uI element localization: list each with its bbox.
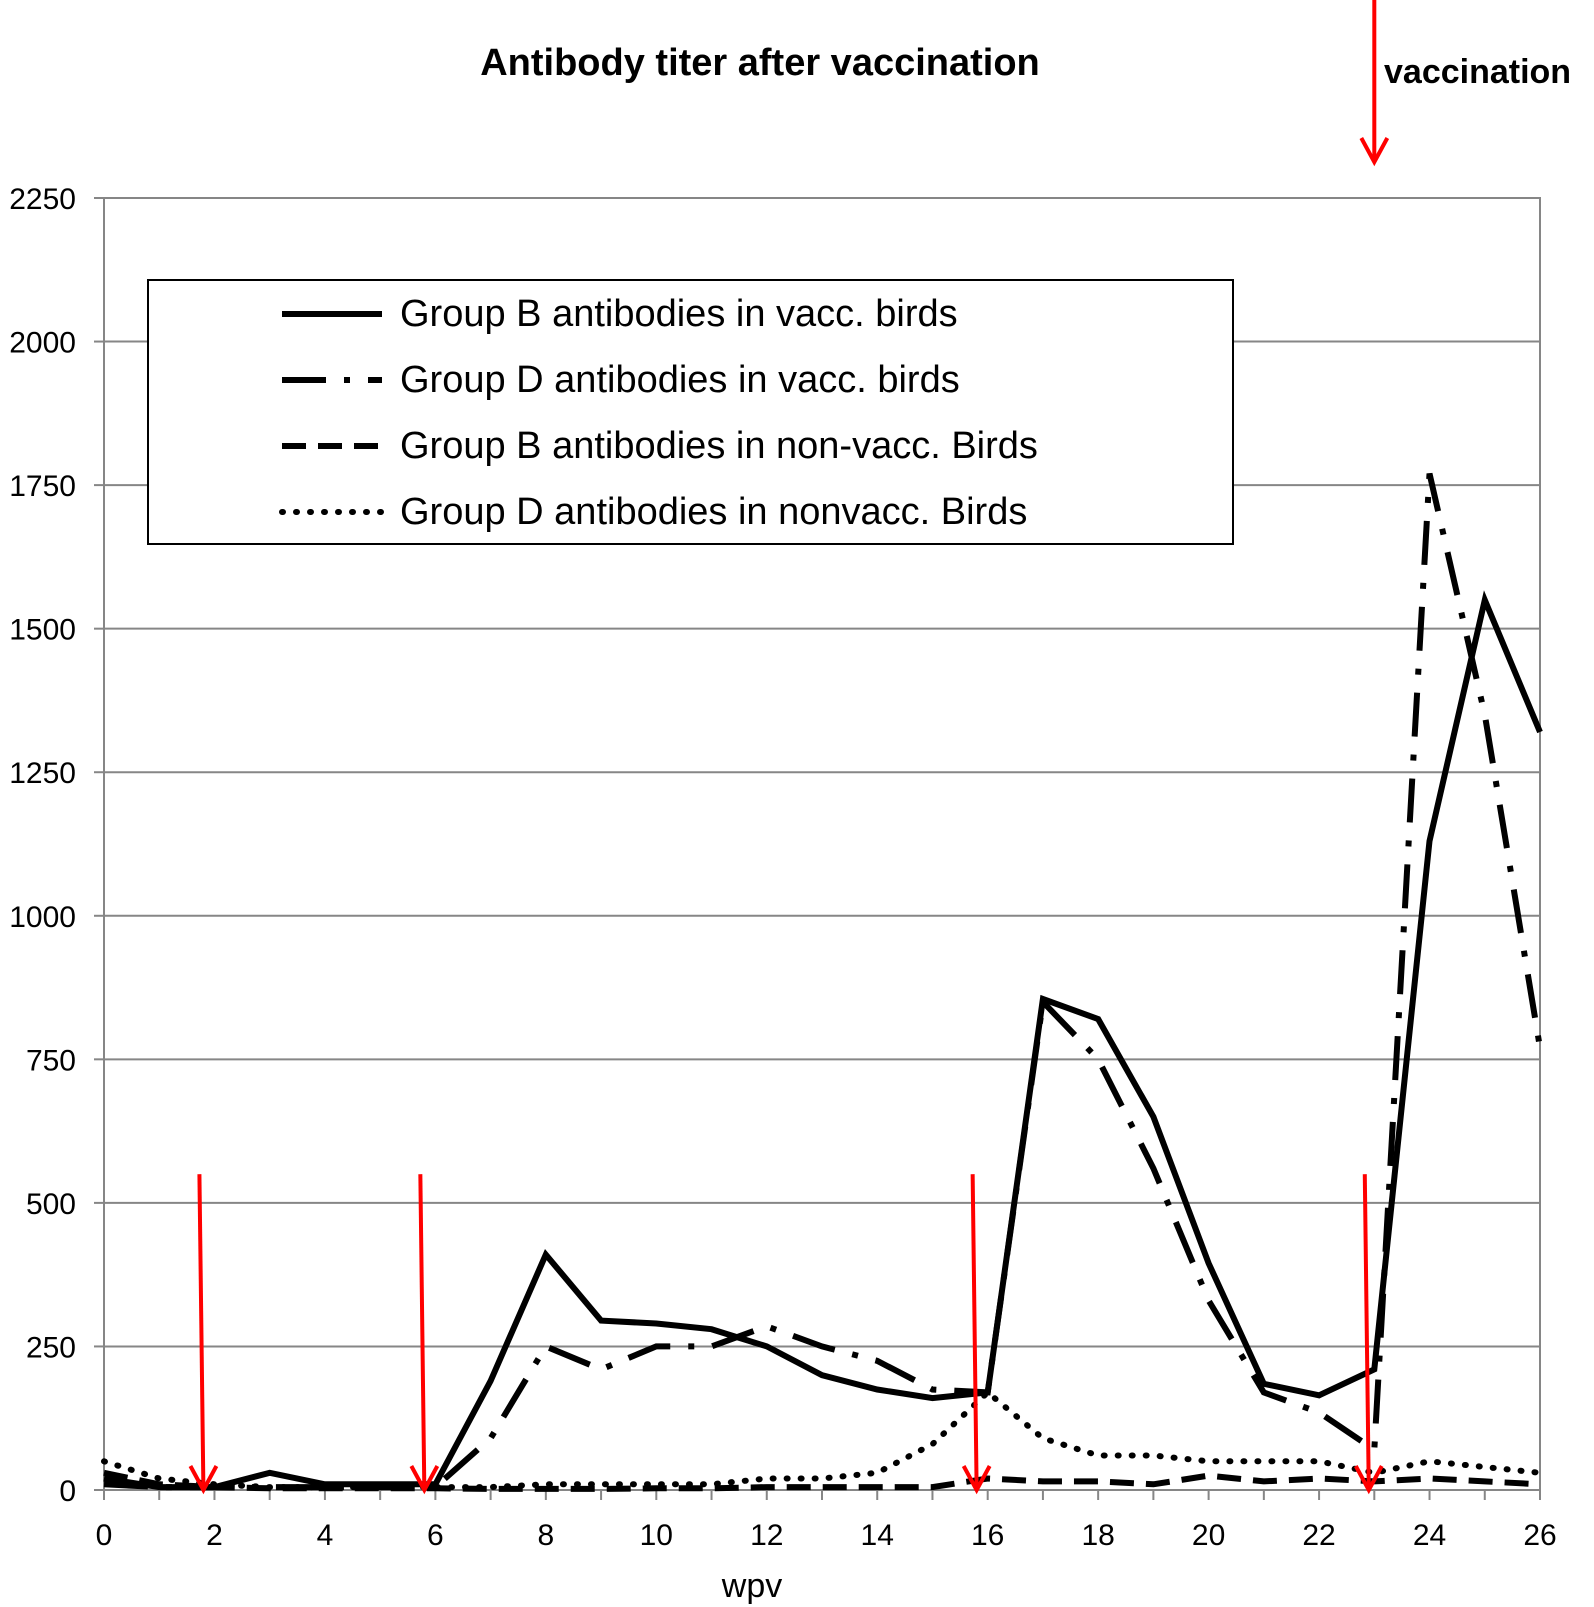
y-tick-label: 0 <box>59 1475 76 1508</box>
y-tick-label: 750 <box>26 1044 76 1077</box>
series-group-b-nonvacc <box>103 1469 1541 1492</box>
x-tick-label: 10 <box>640 1519 673 1552</box>
y-tick-label: 250 <box>26 1331 76 1364</box>
x-tick-label: 8 <box>538 1519 555 1552</box>
x-axis-label: wpv <box>721 1567 782 1605</box>
series-group-d-vacc <box>103 472 1543 1491</box>
legend: Group B antibodies in vacc. birds Group … <box>147 279 1234 545</box>
y-tick-label: 500 <box>26 1188 76 1221</box>
chart-title: Antibody titer after vaccination <box>480 42 1040 84</box>
legend-label-group-b-vacc: Group B antibodies in vacc. birds <box>400 293 958 335</box>
legend-label-group-d-nonvacc: Group D antibodies in nonvacc. Birds <box>400 491 1027 533</box>
y-tick-label: 1750 <box>9 470 76 503</box>
x-tick-label: 18 <box>1081 1519 1114 1552</box>
x-tick-label: 26 <box>1523 1519 1556 1552</box>
x-tick-label: 24 <box>1413 1519 1446 1552</box>
y-tick-label: 2000 <box>9 327 76 360</box>
vaccination-arrow <box>409 1174 440 1495</box>
legend-label-group-b-nonvacc: Group B antibodies in non-vacc. Birds <box>400 425 1038 467</box>
x-tick-label: 16 <box>971 1519 1004 1552</box>
x-tick-label: 2 <box>206 1519 223 1552</box>
x-tick-label: 12 <box>750 1519 783 1552</box>
x-axis: 0 2 4 6 8 10 12 14 16 18 20 22 24 26 <box>96 1490 1557 1552</box>
y-axis: 0 250 500 750 1000 1250 1500 1750 2000 2250 <box>9 183 104 1508</box>
x-tick-label: 6 <box>427 1519 444 1552</box>
x-tick-label: 4 <box>317 1519 334 1552</box>
vaccination-arrow <box>1359 0 1390 167</box>
series-group-d-nonvacc <box>101 1388 1543 1491</box>
x-tick-label: 20 <box>1192 1519 1225 1552</box>
series-lines <box>101 472 1543 1492</box>
y-tick-label: 2250 <box>9 183 76 216</box>
vaccination-annotation: vaccination <box>1384 53 1571 91</box>
y-tick-label: 1000 <box>9 901 76 934</box>
vaccination-arrows <box>188 0 1390 1495</box>
vaccination-arrow <box>188 1174 219 1495</box>
vaccination-arrow <box>961 1174 992 1495</box>
y-tick-label: 1250 <box>9 757 76 790</box>
y-tick-label: 1500 <box>9 614 76 647</box>
legend-label-group-d-vacc: Group D antibodies in vacc. birds <box>400 359 960 401</box>
x-tick-label: 0 <box>96 1519 113 1552</box>
x-tick-label: 22 <box>1302 1519 1335 1552</box>
x-tick-label: 14 <box>861 1519 894 1552</box>
vaccination-arrow <box>1354 1174 1384 1495</box>
legend-box <box>147 279 1234 545</box>
